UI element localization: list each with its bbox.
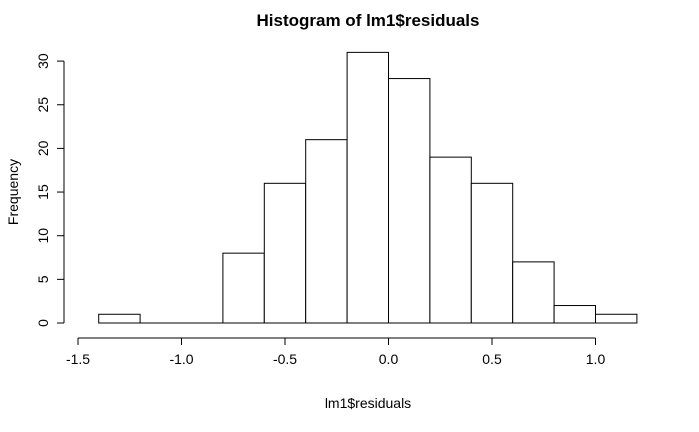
x-axis-label: lm1$residuals — [325, 395, 411, 411]
y-tick-label: 25 — [35, 97, 51, 113]
y-tick-label: 20 — [35, 140, 51, 156]
y-axis-label: Frequency — [5, 159, 21, 225]
histogram-bar — [346, 51, 390, 324]
histogram-bar — [595, 313, 638, 324]
x-tick-label: 0.0 — [379, 351, 399, 367]
x-axis: -1.5 -1.0 -0.5 0.0 0.5 1.0 — [66, 337, 606, 367]
y-tick-label: 10 — [35, 228, 51, 244]
histogram-bar — [222, 252, 265, 324]
histogram-bar — [98, 313, 141, 324]
x-tick-label: -0.5 — [273, 351, 297, 367]
chart-title: Histogram of lm1$residuals — [257, 11, 480, 30]
x-tick-label: -1.5 — [66, 351, 90, 367]
x-tick-label: 1.0 — [586, 351, 606, 367]
histogram-bar — [305, 139, 348, 324]
histogram-bar — [553, 305, 596, 324]
histogram-bar — [388, 78, 431, 324]
y-tick-label: 15 — [35, 184, 51, 200]
y-tick-label: 0 — [35, 319, 51, 327]
y-tick-label: 5 — [35, 275, 51, 283]
histogram-bar — [429, 156, 472, 324]
histogram-bar — [263, 182, 307, 324]
bars-group — [98, 51, 638, 324]
histogram-bar — [470, 182, 514, 324]
x-tick-label: 0.5 — [482, 351, 502, 367]
x-tick-label: -1.0 — [169, 351, 193, 367]
y-axis: 0 5 10 15 20 25 30 — [35, 53, 65, 327]
histogram-bar — [512, 261, 555, 324]
y-tick-label: 30 — [35, 53, 51, 69]
